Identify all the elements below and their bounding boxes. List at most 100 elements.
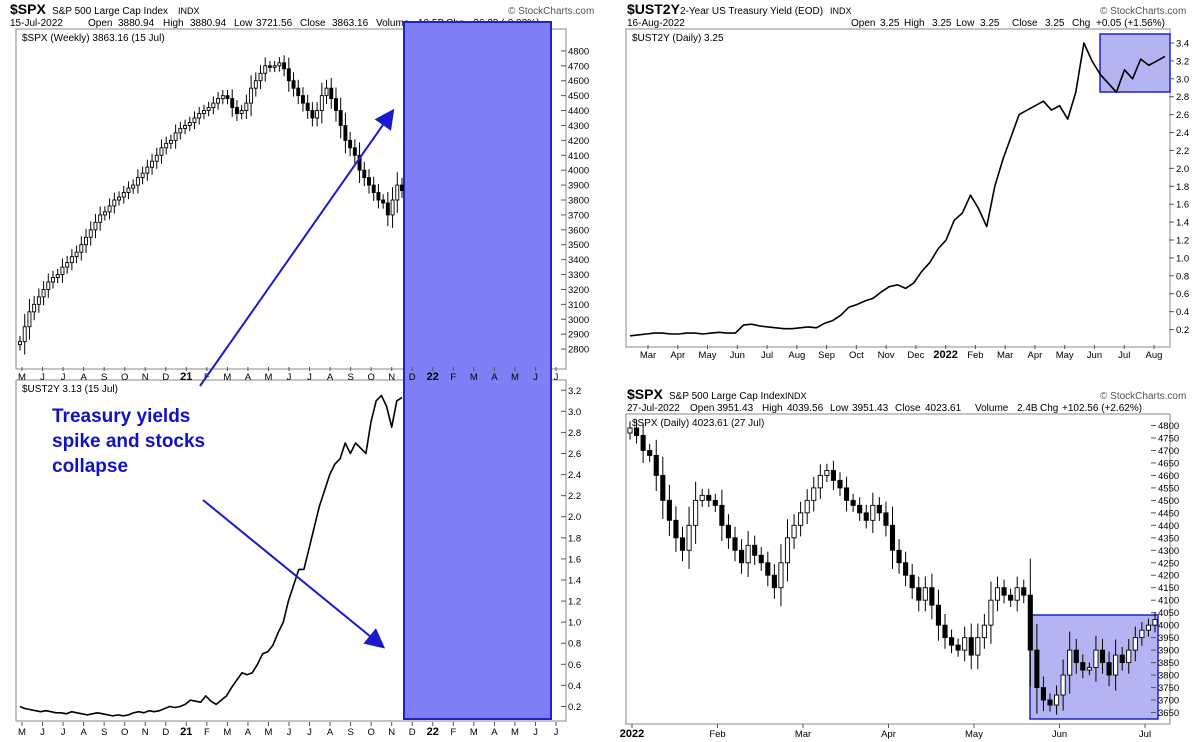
- chart3-ytick-label: 4750: [1158, 433, 1179, 444]
- chart3-candle-body: [660, 474, 666, 501]
- chart3-candle-body: [1080, 662, 1086, 671]
- chart0-ytick-label: 3100: [568, 300, 589, 311]
- spx-daily-exchange: INDX: [785, 391, 807, 401]
- chart0-candle-body: [112, 199, 117, 207]
- chart0-ytick-label: 4700: [568, 61, 589, 72]
- chart2-ytick-label: 3.4: [1176, 38, 1189, 49]
- chart3-candle-body: [830, 469, 836, 481]
- chart0-candle-body: [381, 199, 386, 204]
- spx-daily-legend: $SPX (Daily) 4023.61 (27 Jul): [632, 418, 764, 429]
- chart1-ytick-label: 2.8: [568, 428, 581, 439]
- chart0-candle-body: [173, 132, 178, 141]
- chart1-xtick-label: M: [223, 727, 231, 738]
- chart3-candle-body: [653, 454, 659, 476]
- chart2-xtick-label: Mar: [997, 350, 1013, 361]
- chart3-candle-body: [706, 494, 712, 501]
- chart0-ytick-label: 4600: [568, 76, 589, 87]
- chart0-candle-body: [258, 72, 263, 82]
- chart0-candle-body: [367, 177, 371, 186]
- chart3-candle-body: [771, 574, 777, 589]
- spx-daily-date: 27-Jul-2022: [627, 403, 680, 414]
- chart3-candle-body: [778, 562, 784, 589]
- spx-daily-header: $SPX S&P 500 Large Cap Index INDX © Stoc…: [627, 386, 1186, 414]
- ust2y-recent-highlight: [1099, 33, 1171, 93]
- chart3-ytick-label: 4350: [1158, 533, 1179, 544]
- chart3-candle-body: [968, 637, 974, 656]
- spx-daily-brand: © StockCharts.com: [1100, 391, 1186, 402]
- chart2-ytick-label: 1.0: [1176, 253, 1189, 264]
- chart0-candle-body: [154, 154, 159, 162]
- chart0-xtick-label: O: [121, 372, 128, 383]
- chart3-candle-body: [699, 494, 705, 501]
- chart1-xtick-label: 22: [427, 726, 439, 738]
- chart0-xtick-label: M: [265, 372, 273, 383]
- ust2y-daily-date: 16-Aug-2022: [627, 18, 685, 29]
- chart3-xtick-label: Mar: [795, 729, 811, 740]
- chart2-ytick-label: 2.2: [1176, 146, 1189, 157]
- chart1-ytick-label: 0.2: [568, 702, 581, 713]
- chart3-candle-body: [863, 512, 869, 521]
- chart0-candle-body: [187, 122, 192, 126]
- chart0-candle-body: [239, 110, 244, 114]
- annotation-line-3: collapse: [52, 456, 129, 477]
- chart3-candle-body: [955, 644, 961, 651]
- chart2-xtick-label: Nov: [878, 350, 895, 361]
- chart3-candle-body: [857, 504, 863, 514]
- chart3-candle-body: [765, 562, 771, 576]
- chart0-candle-body: [263, 65, 268, 74]
- spx-weekly-volume-label: Volume: [376, 18, 410, 29]
- chart0-candle-body: [201, 110, 206, 114]
- chart3-candle-body: [693, 499, 699, 526]
- chart2-xtick-label: Feb: [967, 350, 983, 361]
- ust2y-daily-low: 3.25: [980, 18, 1000, 29]
- chart0-xtick-label: 22: [427, 371, 439, 383]
- chart0-ytick-label: 3800: [568, 196, 589, 207]
- chart0-xtick-label: J: [554, 372, 559, 383]
- chart0-xtick-label: N: [388, 372, 395, 383]
- chart0-candle-body: [98, 214, 103, 223]
- chart1-ytick-label: 1.8: [568, 533, 581, 544]
- ust2y-daily-name: 2-Year US Treasury Yield (EOD): [680, 6, 823, 17]
- chart0-xtick-label: 21: [180, 371, 192, 383]
- chart0-candle-body: [183, 125, 188, 129]
- chart3-ytick-label: 3900: [1158, 646, 1179, 657]
- spx-daily-open: 3951.43: [717, 403, 754, 414]
- chart0-xtick-label: A: [80, 372, 87, 383]
- spx-daily-chg: +102.56 (+2.62%): [1062, 403, 1142, 414]
- chart3-candle-body: [1047, 699, 1053, 706]
- chart2-xtick-label: Oct: [849, 350, 864, 361]
- ust2y-daily-close-label: Close: [1012, 18, 1038, 29]
- chart1-xtick-label: A: [80, 727, 87, 738]
- chart1-xtick-label: J: [307, 727, 312, 738]
- spx-weekly-exchange: INDX: [178, 6, 200, 16]
- spx-weekly-brand: © StockCharts.com: [508, 6, 594, 17]
- chart0-candle-body: [192, 117, 197, 123]
- chart1-xtick-label: N: [388, 727, 395, 738]
- chart0-candle-body: [88, 229, 93, 238]
- spx-daily-low-label: Low: [830, 403, 849, 414]
- chart3-candle-body: [1093, 649, 1099, 669]
- chart3-candle-body: [791, 524, 797, 539]
- chart3-candle-body: [739, 549, 745, 564]
- spx-daily-volume-label: Volume: [975, 403, 1009, 414]
- chart3-xtick-label: Jun: [1052, 729, 1067, 740]
- chart1-xtick-label: M: [470, 727, 478, 738]
- chart2-ytick-label: 1.2: [1176, 236, 1189, 247]
- chart1-xtick-label: N: [142, 727, 149, 738]
- chart0-candle-body: [22, 326, 27, 343]
- chart0-candle-body: [41, 289, 46, 298]
- chart0-ytick-label: 4800: [568, 46, 589, 57]
- chart3-ytick-label: 3950: [1158, 633, 1179, 644]
- spx-daily-chg-label: Chg: [1040, 403, 1058, 414]
- chart0-candle-body: [310, 110, 315, 119]
- chart1-ytick-label: 2.0: [568, 512, 581, 523]
- chart1-xtick-label: F: [204, 727, 210, 738]
- chart3-candle-body: [752, 544, 758, 556]
- chart3-candle-body: [1086, 667, 1092, 671]
- chart1-ytick-label: 2.6: [568, 449, 581, 460]
- ust2y-daily-legend: $UST2Y (Daily) 3.25: [632, 33, 724, 44]
- spx-daily-open-label: Open: [690, 403, 714, 414]
- spx-weekly-frame: [15, 28, 567, 370]
- arrow-to-spx: [199, 108, 395, 387]
- chart0-candle-body: [32, 303, 37, 313]
